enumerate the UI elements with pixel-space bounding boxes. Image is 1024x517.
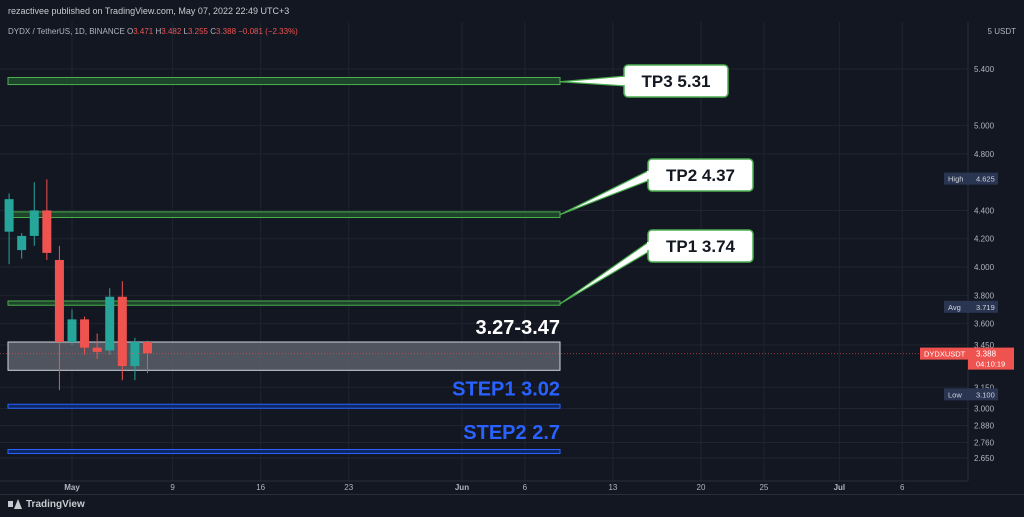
callout-pointer [559, 169, 651, 216]
zone-label-step: STEP2 2.7 [463, 422, 560, 444]
candle-body[interactable] [105, 296, 115, 351]
time-tick-label: 23 [344, 483, 353, 492]
current-symbol: DYDXUSDT [924, 350, 966, 359]
candle-body[interactable] [42, 210, 52, 253]
price-tick-label: 2.760 [974, 438, 995, 447]
publish-header: rezactivee published on TradingView.com,… [0, 0, 1024, 22]
price-tick-label: 2.650 [974, 454, 995, 463]
price-tick-label: 4.800 [974, 150, 995, 159]
time-tick-label: 16 [256, 483, 265, 492]
price-label-badge [944, 388, 998, 401]
callout-pointer [559, 239, 651, 305]
time-tick-label: 9 [170, 483, 175, 492]
callout-text: TP1 3.74 [666, 237, 736, 256]
candle-body[interactable] [54, 259, 64, 343]
zone-rect[interactable] [7, 403, 561, 409]
zone-rect[interactable] [7, 341, 561, 371]
price-tick-label: 3.800 [974, 291, 995, 300]
candle-body[interactable] [29, 210, 39, 236]
footer: TradingView [0, 494, 1024, 517]
price-label-value: 3.100 [976, 390, 995, 399]
price-tick-label: 4.000 [974, 263, 995, 272]
time-tick-label: Jul [834, 483, 846, 492]
time-tick-label: 6 [900, 483, 905, 492]
current-price: 3.388 [976, 350, 997, 359]
price-tick-label: 5.400 [974, 65, 995, 74]
callout-text: TP3 5.31 [642, 72, 711, 91]
candle-body[interactable] [80, 319, 90, 348]
price-label-badge [944, 172, 998, 185]
tradingview-logo-text: TradingView [26, 499, 85, 510]
price-tick-label: 3.150 [974, 383, 995, 392]
current-symbol-badge [920, 347, 968, 360]
price-tick-label: 4.200 [974, 235, 995, 244]
zone-rect[interactable] [7, 76, 561, 86]
candle-body[interactable] [130, 342, 140, 367]
price-tick-label: 4.400 [974, 206, 995, 215]
price-tick-label: 2.880 [974, 421, 995, 430]
price-label-name: Low [948, 390, 962, 399]
candle-body[interactable] [92, 347, 102, 352]
time-tick-label: 6 [523, 483, 528, 492]
symbol-legend: DYDX / TetherUS, 1D, BINANCE O3.471 H3.4… [8, 27, 298, 36]
callout-joint [623, 77, 627, 85]
current-price-badge [968, 347, 1014, 370]
price-tick-label: 3.450 [974, 341, 995, 350]
price-tick-label: 5.000 [974, 122, 995, 131]
time-tick-label: 25 [759, 483, 768, 492]
candle-body[interactable] [4, 199, 14, 232]
currency-label: 5 USDT [988, 27, 1017, 36]
publish-text: rezactivee published on TradingView.com,… [8, 6, 290, 16]
current-countdown: 04:10:19 [976, 360, 1005, 369]
callout-pointer [559, 75, 627, 87]
candle-body[interactable] [117, 296, 127, 367]
zone-rect[interactable] [7, 300, 561, 306]
zone-label-step: STEP1 3.02 [452, 379, 560, 401]
price-label-value: 4.625 [976, 175, 995, 184]
candle-body[interactable] [67, 319, 77, 343]
tradingview-logo[interactable]: TradingView [8, 499, 85, 510]
price-chart[interactable]: DYDX / TetherUS, 1D, BINANCE O3.471 H3.4… [0, 22, 1024, 494]
callout-joint [647, 171, 651, 179]
time-tick-label: 20 [697, 483, 706, 492]
tradingview-logo-icon [8, 499, 22, 510]
time-tick-label: 13 [608, 483, 617, 492]
price-label-badge [944, 300, 998, 313]
price-label-name: High [948, 175, 963, 184]
candle-body[interactable] [17, 235, 27, 251]
zone-rect[interactable] [7, 211, 561, 219]
zone-label-entry: 3.27-3.47 [475, 317, 560, 339]
price-label-value: 3.719 [976, 303, 995, 312]
callout-text: TP2 4.37 [666, 166, 735, 185]
price-tick-label: 3.000 [974, 404, 995, 413]
price-label-name: Avg [948, 303, 961, 312]
callout-joint [647, 242, 651, 250]
time-tick-label: Jun [455, 483, 469, 492]
candle-body[interactable] [142, 342, 152, 354]
zone-rect[interactable] [7, 449, 561, 455]
time-tick-label: May [64, 483, 80, 492]
price-tick-label: 3.600 [974, 320, 995, 329]
